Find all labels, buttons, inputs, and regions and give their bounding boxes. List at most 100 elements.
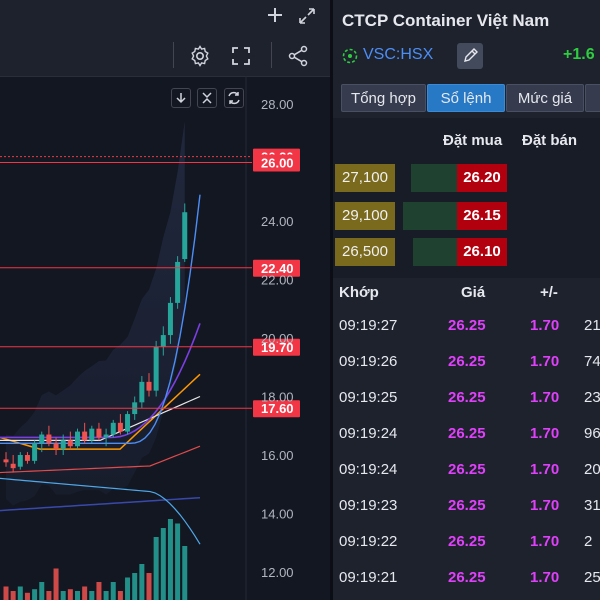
company-name: CTCP Container Việt Nam <box>342 11 550 30</box>
trade-time: 09:19:26 <box>339 353 398 370</box>
volume-bar <box>17 586 23 600</box>
trade-price: 26.25 <box>448 533 486 550</box>
share-icon[interactable] <box>286 44 310 68</box>
toolbar-separator <box>271 42 272 68</box>
candle-body <box>153 346 159 391</box>
volume-bar <box>182 546 188 600</box>
ticker-row: VSC:HSX +1.6 <box>341 42 600 70</box>
indicator-band <box>6 121 185 506</box>
candle-body <box>139 381 145 403</box>
price-level-tag <box>253 400 300 418</box>
candle-body <box>3 459 9 463</box>
price-axis-label: 16.00 <box>261 448 294 463</box>
candlesticks <box>3 203 188 473</box>
trade-volume: 2 <box>584 533 593 550</box>
price-axis-label: 20.00 <box>261 331 294 346</box>
tab-muc-gia[interactable]: Mức giá <box>506 84 584 112</box>
trade-volume: 318 <box>584 497 600 514</box>
price-level-label: 17.60 <box>261 401 294 416</box>
gear-icon[interactable] <box>188 44 212 68</box>
reset-icon[interactable] <box>224 88 244 108</box>
volume-bar <box>153 537 159 600</box>
volume-bar <box>32 589 38 600</box>
candle-body <box>75 431 80 447</box>
trade-change: 1.70 <box>530 497 560 514</box>
chart-toolbar <box>0 34 330 77</box>
candle-body <box>103 434 109 438</box>
trades-time-header: Khớp <box>339 284 379 301</box>
trade-price: 26.25 <box>448 569 486 586</box>
toolbar-separator <box>173 42 174 68</box>
trade-volume: 96 <box>584 425 600 442</box>
trade-price: 26.25 <box>448 389 486 406</box>
price-axis-label: 18.00 <box>261 390 294 405</box>
trade-time: 09:19:24 <box>339 461 398 478</box>
price-level-tag <box>253 154 300 172</box>
candle-body <box>82 431 88 441</box>
candle-body <box>10 463 16 469</box>
candle-body <box>67 440 73 447</box>
volume-bar <box>132 573 138 600</box>
volume-bar <box>39 582 45 600</box>
ma-line-lightblue <box>0 477 201 545</box>
bid-header: Đặt mua <box>443 132 503 149</box>
volume-bar <box>160 528 166 600</box>
trade-change: 1.70 <box>530 389 560 406</box>
ma-line-red <box>0 445 201 474</box>
trade-volume: 23 <box>584 389 600 406</box>
candle-body <box>175 261 181 303</box>
tab-more[interactable] <box>585 84 600 112</box>
order-book: Đặt mua Đặt bán 27,100 26.20 29,100 26.1… <box>333 118 600 278</box>
volume-bar <box>75 591 80 600</box>
volume-bar <box>82 586 88 600</box>
fullscreen-icon[interactable] <box>229 44 253 68</box>
price-axis-label: 28.00 <box>261 97 294 112</box>
expand-arrows-icon[interactable] <box>298 7 316 29</box>
bid-price: 26.10 <box>457 238 507 266</box>
bollinger-band <box>6 121 185 506</box>
price-axis-label: 22.00 <box>261 273 294 288</box>
moving-average-lines <box>0 194 201 545</box>
trade-volume: 746 <box>584 353 600 370</box>
price-level-label: 22.40 <box>261 261 294 276</box>
chart-header <box>0 0 330 34</box>
bid-depth-bar <box>413 238 457 266</box>
plus-icon[interactable] <box>266 6 284 28</box>
panel-divider[interactable] <box>330 0 333 600</box>
bid-price: 26.15 <box>457 202 507 230</box>
trade-time: 09:19:21 <box>339 569 398 586</box>
trade-row: 09:19:22 26.25 1.70 2 <box>333 525 600 561</box>
info-tabs: Tổng hợp Sổ lệnh Mức giá <box>341 84 600 114</box>
candle-body <box>117 422 123 432</box>
pencil-icon[interactable] <box>457 43 483 69</box>
trades-price-header: Giá <box>461 284 486 301</box>
candle-body <box>182 212 188 260</box>
price-level-tag <box>253 338 300 356</box>
arrow-down-icon[interactable] <box>171 88 191 108</box>
volume-bar <box>60 591 66 600</box>
trade-time: 09:19:24 <box>339 425 398 442</box>
trade-change: 1.70 <box>530 533 560 550</box>
ticker-symbol[interactable]: VSC:HSX <box>363 46 434 63</box>
bid-volume: 27,100 <box>335 164 395 192</box>
bid-volume: 26,500 <box>335 238 395 266</box>
price-level-tag <box>253 259 300 277</box>
trade-row: 09:19:25 26.25 1.70 23 <box>333 381 600 417</box>
volume-bar <box>96 582 102 600</box>
collapse-icon[interactable] <box>197 88 217 108</box>
candle-body <box>167 302 173 336</box>
volume-bar <box>24 592 30 600</box>
volume-bar <box>139 564 145 600</box>
trade-volume: 21 <box>584 317 600 334</box>
stock-info-panel: CTCP Container Việt Nam VSC:HSX +1.6 Tổn… <box>333 0 600 600</box>
volume-bar <box>10 591 16 600</box>
tab-tong-hop[interactable]: Tổng hợp <box>341 84 426 112</box>
trade-change: 1.70 <box>530 569 560 586</box>
price-level-label: 26.00 <box>261 156 294 171</box>
trade-row: 09:19:27 26.25 1.70 21 <box>333 309 600 345</box>
candle-body <box>160 335 166 347</box>
volume-bar <box>175 523 181 600</box>
tab-so-lenh[interactable]: Sổ lệnh <box>427 84 505 112</box>
trade-row: 09:19:21 26.25 1.70 25 <box>333 561 600 597</box>
